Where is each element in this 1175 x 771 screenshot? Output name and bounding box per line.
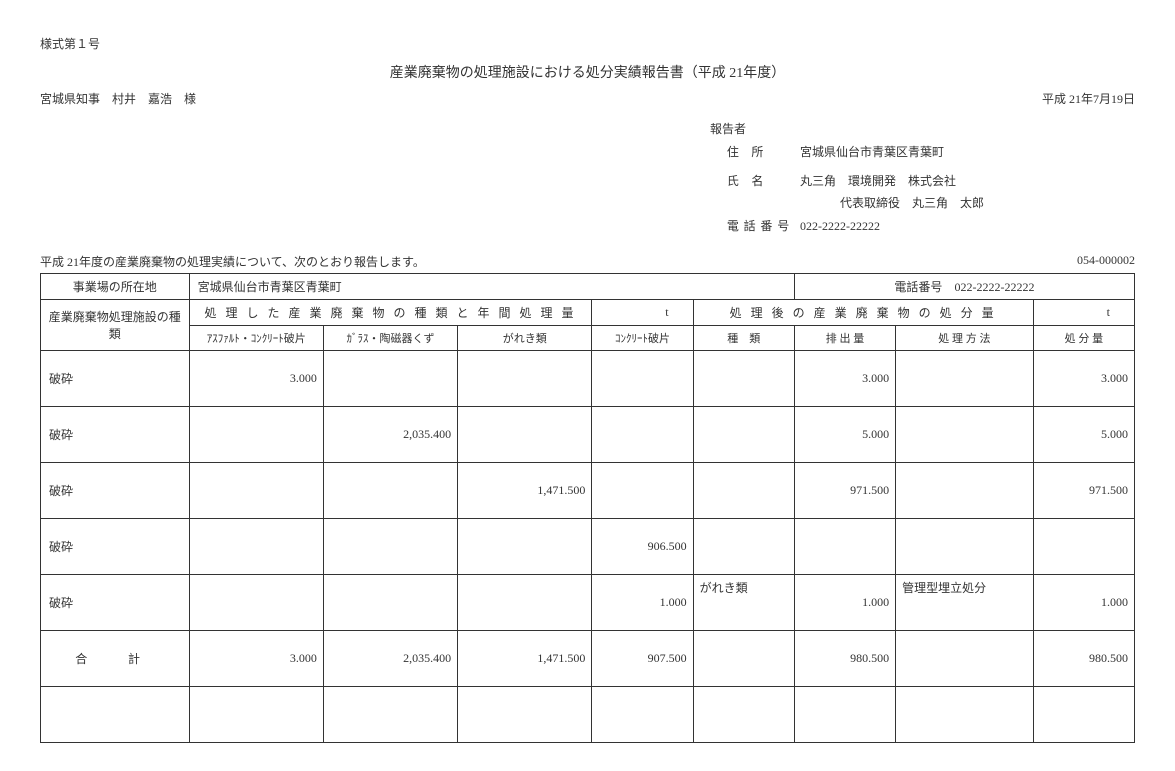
table-row: 破砕1.000がれき類1.000管理型埋立処分1.000 xyxy=(41,574,1135,630)
reporter-block: 報告者 住 所 宮城県仙台市青葉区青葉町 氏 名 丸三角 環境開発 株式会社 代… xyxy=(710,118,1135,238)
total-label: 合 計 xyxy=(41,630,190,686)
cell-c8 xyxy=(1033,518,1134,574)
cell-c8: 971.500 xyxy=(1033,462,1134,518)
report-date: 平成 21年7月19日 xyxy=(1042,90,1135,107)
intro-text: 平成 21年度の産業廃棄物の処理実績について、次のとおり報告します。 xyxy=(40,253,425,270)
header-col4: ｺﾝｸﾘｰﾄ破片 xyxy=(592,325,693,350)
cell-c4: 906.500 xyxy=(592,518,693,574)
cell-c8: 1.000 xyxy=(1033,574,1134,630)
total-c3: 1,471.500 xyxy=(458,630,592,686)
cell-c2: 2,035.400 xyxy=(323,406,457,462)
header-after-unit: t xyxy=(1033,299,1134,325)
cell-c5 xyxy=(693,462,794,518)
cell-c2 xyxy=(323,462,457,518)
location-label: 事業場の所在地 xyxy=(41,273,190,299)
name-label: 氏 名 xyxy=(710,170,800,193)
cell-c7 xyxy=(896,462,1034,518)
cell-c2 xyxy=(323,518,457,574)
row-label: 破砕 xyxy=(41,518,190,574)
table-row: 破砕3.0003.0003.000 xyxy=(41,350,1135,406)
cell-c1 xyxy=(189,518,323,574)
total-c1: 3.000 xyxy=(189,630,323,686)
row-label: 破砕 xyxy=(41,406,190,462)
cell-c6: 971.500 xyxy=(794,462,895,518)
cell-c4 xyxy=(592,406,693,462)
document-title: 産業廃棄物の処理施設における処分実績報告書（平成 21年度） xyxy=(40,62,1135,82)
header-col3: がれき類 xyxy=(458,325,592,350)
cell-c3 xyxy=(458,574,592,630)
total-c8: 980.500 xyxy=(1033,630,1134,686)
cell-c6: 5.000 xyxy=(794,406,895,462)
cell-c6: 1.000 xyxy=(794,574,895,630)
document-id: 054-000002 xyxy=(1077,253,1135,268)
cell-c1: 3.000 xyxy=(189,350,323,406)
header-col5: 種 類 xyxy=(693,325,794,350)
cell-c1 xyxy=(189,462,323,518)
total-c6: 980.500 xyxy=(794,630,895,686)
reporter-phone: 022-2222-22222 xyxy=(800,215,880,238)
report-table: 事業場の所在地 宮城県仙台市青葉区青葉町 電話番号 022-2222-22222… xyxy=(40,273,1135,743)
header-col7: 処 理 方 法 xyxy=(896,325,1034,350)
location-value: 宮城県仙台市青葉区青葉町 xyxy=(189,273,794,299)
location-phone: 電話番号 022-2222-22222 xyxy=(794,273,1134,299)
reporter-address: 宮城県仙台市青葉区青葉町 xyxy=(800,141,944,164)
header-col1: ｱｽﾌｧﾙﾄ・ｺﾝｸﾘｰﾄ破片 xyxy=(189,325,323,350)
cell-c1 xyxy=(189,406,323,462)
phone-label: 電話番号 xyxy=(710,215,800,238)
total-c4: 907.500 xyxy=(592,630,693,686)
row-label: 破砕 xyxy=(41,462,190,518)
cell-c3 xyxy=(458,406,592,462)
header-col6: 排 出 量 xyxy=(794,325,895,350)
cell-c5 xyxy=(693,518,794,574)
cell-c8: 3.000 xyxy=(1033,350,1134,406)
total-c5 xyxy=(693,630,794,686)
header-processed-group: 処 理 し た 産 業 廃 棄 物 の 種 類 と 年 間 処 理 量 xyxy=(189,299,592,325)
addressee: 宮城県知事 村井 嘉浩 様 xyxy=(40,90,196,107)
cell-c6: 3.000 xyxy=(794,350,895,406)
address-label: 住 所 xyxy=(710,141,800,164)
table-row: 破砕 906.500 xyxy=(41,518,1135,574)
header-col2: ｶﾞﾗｽ・陶磁器くず xyxy=(323,325,457,350)
cell-c8: 5.000 xyxy=(1033,406,1134,462)
cell-c7 xyxy=(896,406,1034,462)
cell-c5: がれき類 xyxy=(693,574,794,630)
total-c2: 2,035.400 xyxy=(323,630,457,686)
cell-c3: 1,471.500 xyxy=(458,462,592,518)
cell-c6 xyxy=(794,518,895,574)
form-number: 様式第１号 xyxy=(40,35,1135,52)
cell-c7 xyxy=(896,350,1034,406)
cell-c7 xyxy=(896,518,1034,574)
reporter-representative: 代表取締役 丸三角 太郎 xyxy=(840,192,984,215)
cell-c2 xyxy=(323,350,457,406)
cell-c1 xyxy=(189,574,323,630)
header-processed-unit: t xyxy=(592,299,693,325)
header-after-group: 処 理 後 の 産 業 廃 棄 物 の 処 分 量 xyxy=(693,299,1033,325)
row-label: 破砕 xyxy=(41,350,190,406)
reporter-heading: 報告者 xyxy=(710,118,1135,141)
total-c7 xyxy=(896,630,1034,686)
cell-c5 xyxy=(693,406,794,462)
cell-c7: 管理型埋立処分 xyxy=(896,574,1034,630)
cell-c2 xyxy=(323,574,457,630)
reporter-name: 丸三角 環境開発 株式会社 xyxy=(800,170,956,193)
header-facility-type: 産業廃棄物処理施設の種類 xyxy=(41,299,190,350)
table-row: 破砕 2,035.400 5.000 5.000 xyxy=(41,406,1135,462)
row-label: 破砕 xyxy=(41,574,190,630)
empty-row xyxy=(41,686,1135,742)
cell-c4 xyxy=(592,462,693,518)
cell-c3 xyxy=(458,350,592,406)
cell-c5 xyxy=(693,350,794,406)
cell-c4 xyxy=(592,350,693,406)
table-row: 破砕 1,471.500 971.500 971.500 xyxy=(41,462,1135,518)
header-col8: 処 分 量 xyxy=(1033,325,1134,350)
cell-c3 xyxy=(458,518,592,574)
cell-c4: 1.000 xyxy=(592,574,693,630)
